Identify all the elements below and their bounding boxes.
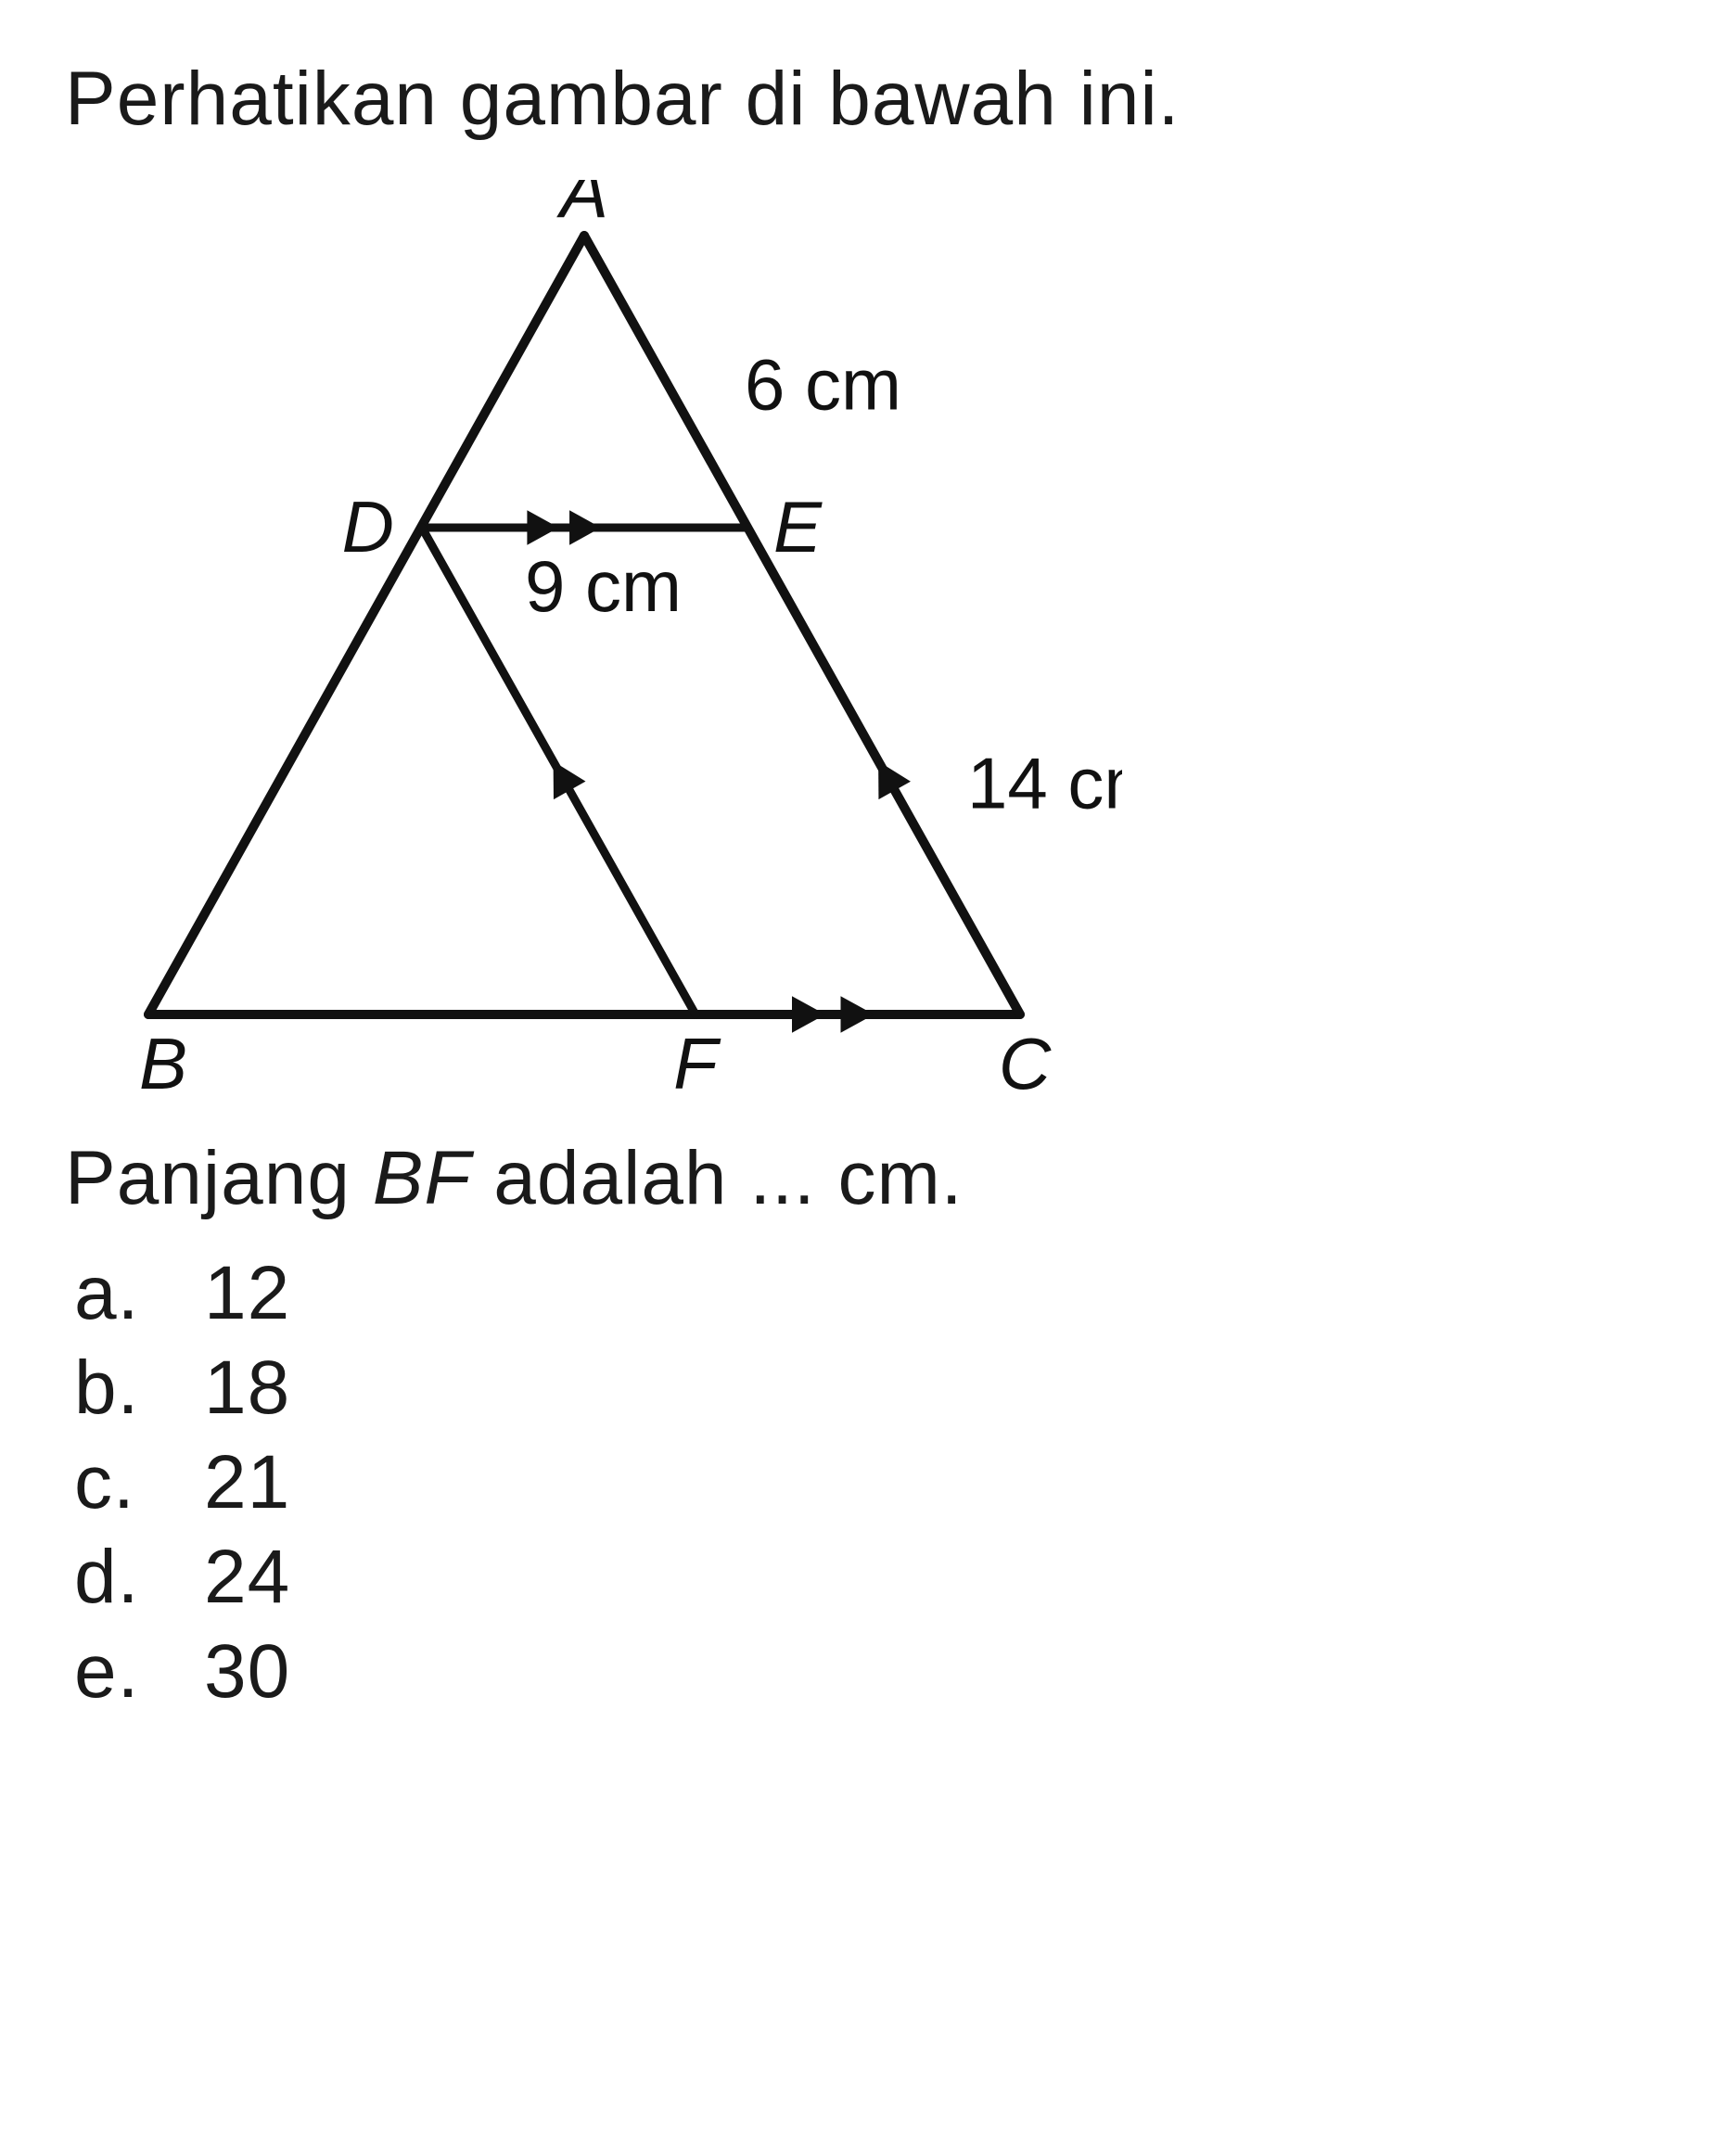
option-row: e.30	[74, 1628, 1671, 1715]
prompt-variable: BF	[373, 1136, 472, 1220]
option-row: d.24	[74, 1534, 1671, 1621]
option-row: b.18	[74, 1345, 1671, 1432]
svg-text:6 cm: 6 cm	[745, 344, 901, 426]
option-value: 30	[204, 1628, 290, 1715]
option-letter: c.	[74, 1439, 204, 1526]
question-prompt: Panjang BF adalah ... cm.	[65, 1135, 1671, 1222]
svg-text:F: F	[673, 1023, 721, 1104]
prompt-pre: Panjang	[65, 1136, 373, 1220]
svg-text:E: E	[773, 486, 823, 568]
option-row: c.21	[74, 1439, 1671, 1526]
option-value: 12	[204, 1250, 290, 1337]
svg-text:D: D	[342, 486, 394, 568]
svg-text:A: A	[556, 180, 608, 233]
option-letter: b.	[74, 1345, 204, 1432]
option-value: 24	[204, 1534, 290, 1621]
svg-text:14 cm: 14 cm	[967, 743, 1122, 824]
geometry-diagram: A B C D E F 6 cm 9 cm 14 cm	[102, 180, 1122, 1107]
svg-text:9 cm: 9 cm	[525, 545, 682, 627]
options-list: a.12b.18c.21d.24e.30	[65, 1250, 1671, 1715]
option-letter: a.	[74, 1250, 204, 1337]
option-letter: d.	[74, 1534, 204, 1621]
question-title: Perhatikan gambar di bawah ini.	[65, 56, 1671, 143]
option-row: a.12	[74, 1250, 1671, 1337]
prompt-post: adalah ... cm.	[472, 1136, 964, 1220]
svg-text:C: C	[999, 1023, 1052, 1104]
option-value: 18	[204, 1345, 290, 1432]
option-letter: e.	[74, 1628, 204, 1715]
option-value: 21	[204, 1439, 290, 1526]
svg-text:B: B	[139, 1023, 187, 1104]
